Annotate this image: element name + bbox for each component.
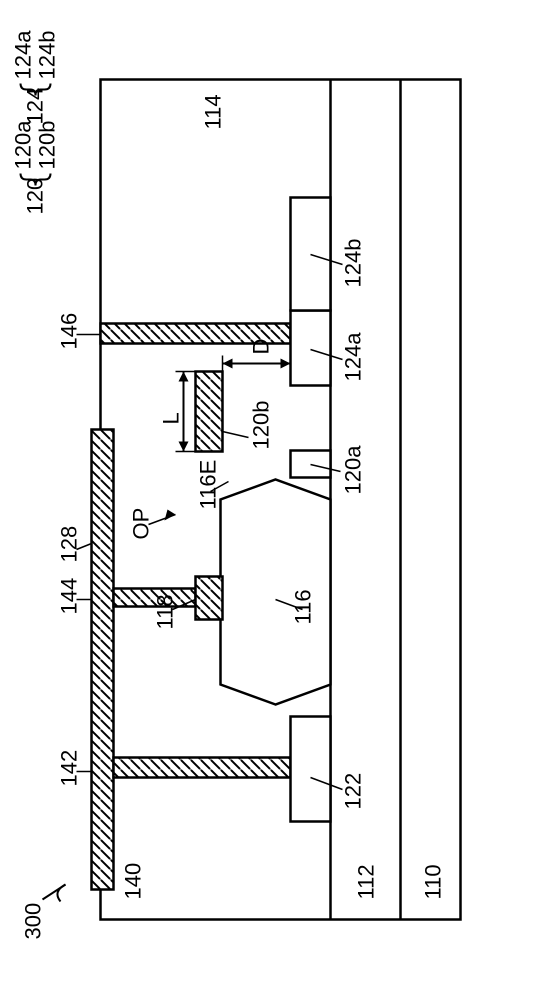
label-140: 140 [121, 863, 147, 900]
dim-L-arrow-r [179, 372, 189, 382]
element-122 [291, 717, 331, 822]
diagram-container: 300 142 144 128 146 OP 118 116E L 120b D… [1, 0, 547, 1000]
label-L: L [159, 412, 185, 424]
label-110: 110 [421, 864, 447, 899]
label-128: 128 [57, 526, 83, 563]
label-116: 116 [291, 589, 317, 624]
leader-OP-arrow [165, 510, 176, 521]
dim-D-arrow-b [281, 359, 291, 369]
element-124a [291, 311, 331, 386]
element-128 [92, 430, 114, 890]
label-144: 144 [57, 578, 83, 615]
label-120b-lead: 120b [249, 401, 275, 450]
dim-L-arrow-l [179, 442, 189, 452]
label-146: 146 [57, 313, 83, 350]
dim-D-arrow-t [223, 359, 233, 369]
leader-120b [223, 432, 249, 438]
label-120b-top: 120b [35, 121, 61, 170]
label-114: 114 [201, 94, 227, 129]
label-122: 122 [341, 773, 367, 810]
label-124b-top: 124b [35, 31, 61, 80]
label-OP: OP [129, 508, 155, 540]
label-124b-lead: 124b [341, 239, 367, 288]
element-118 [196, 577, 223, 620]
label-116E: 116E [196, 460, 222, 510]
element-142 [114, 758, 291, 778]
element-124b [291, 198, 331, 311]
label-120: 120 [23, 178, 49, 215]
label-300: 300 [21, 903, 47, 940]
leader-300-arc [57, 885, 65, 902]
label-124: 124 [23, 88, 49, 125]
label-142: 142 [57, 750, 83, 787]
element-120b [196, 372, 223, 452]
label-120a-top: 120a [11, 121, 37, 170]
label-124a-top: 124a [11, 31, 37, 80]
label-118: 118 [153, 594, 179, 629]
label-124a-lead: 124a [341, 333, 367, 382]
diagram-svg [1, 0, 547, 1000]
label-D: D [249, 339, 275, 355]
label-120a-lead: 120a [341, 446, 367, 495]
element-120a [291, 451, 331, 478]
label-112: 112 [354, 864, 380, 899]
